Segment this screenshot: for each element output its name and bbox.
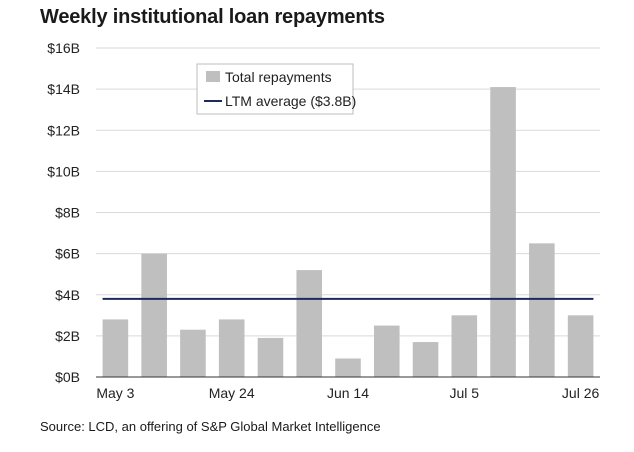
legend-label-total-repayments: Total repayments [225, 69, 332, 85]
y-tick-label: $8B [55, 205, 80, 221]
legend-label-ltm-average: LTM average ($3.8B) [225, 93, 356, 109]
bar-series [102, 87, 594, 377]
y-tick-label: $12B [47, 122, 80, 138]
y-tick-label: $10B [47, 163, 80, 179]
bar [529, 243, 555, 377]
chart-title: Weekly institutional loan repayments [40, 6, 385, 28]
y-tick-label: $16B [47, 40, 80, 56]
x-tick-label: May 24 [209, 385, 255, 401]
bar [102, 319, 129, 377]
y-tick-label: $6B [55, 246, 80, 262]
x-tick-label: May 3 [96, 385, 134, 401]
bar [490, 87, 516, 377]
bar [335, 358, 361, 377]
x-axis-tick-labels: May 3 May 24 Jun 14 Jul 5 Jul 26 [96, 385, 599, 401]
legend: Total repayments LTM average ($3.8B) [196, 63, 356, 115]
bar [296, 270, 323, 377]
legend-box [196, 63, 354, 115]
y-tick-label: $4B [55, 287, 80, 303]
bar [218, 319, 245, 377]
chart-source-note: Source: LCD, an offering of S&P Global M… [40, 419, 381, 434]
x-tick-label: Jun 14 [327, 385, 369, 401]
y-axis-tick-labels: $0B $2B $4B $6B $8B $10B $12B $14B $16B [47, 40, 80, 385]
gridlines [96, 47, 600, 337]
y-tick-label: $2B [55, 328, 80, 344]
x-tick-label: Jul 26 [562, 385, 600, 401]
bar [567, 315, 594, 377]
legend-swatch-total-repayments [206, 71, 220, 82]
bar [451, 315, 478, 377]
bar [141, 253, 167, 377]
bar [257, 337, 284, 377]
bar [412, 342, 439, 377]
bar [180, 329, 206, 377]
bar [373, 325, 400, 377]
y-tick-label: $0B [55, 369, 80, 385]
x-tick-label: Jul 5 [450, 385, 480, 401]
y-tick-label: $14B [47, 81, 80, 97]
